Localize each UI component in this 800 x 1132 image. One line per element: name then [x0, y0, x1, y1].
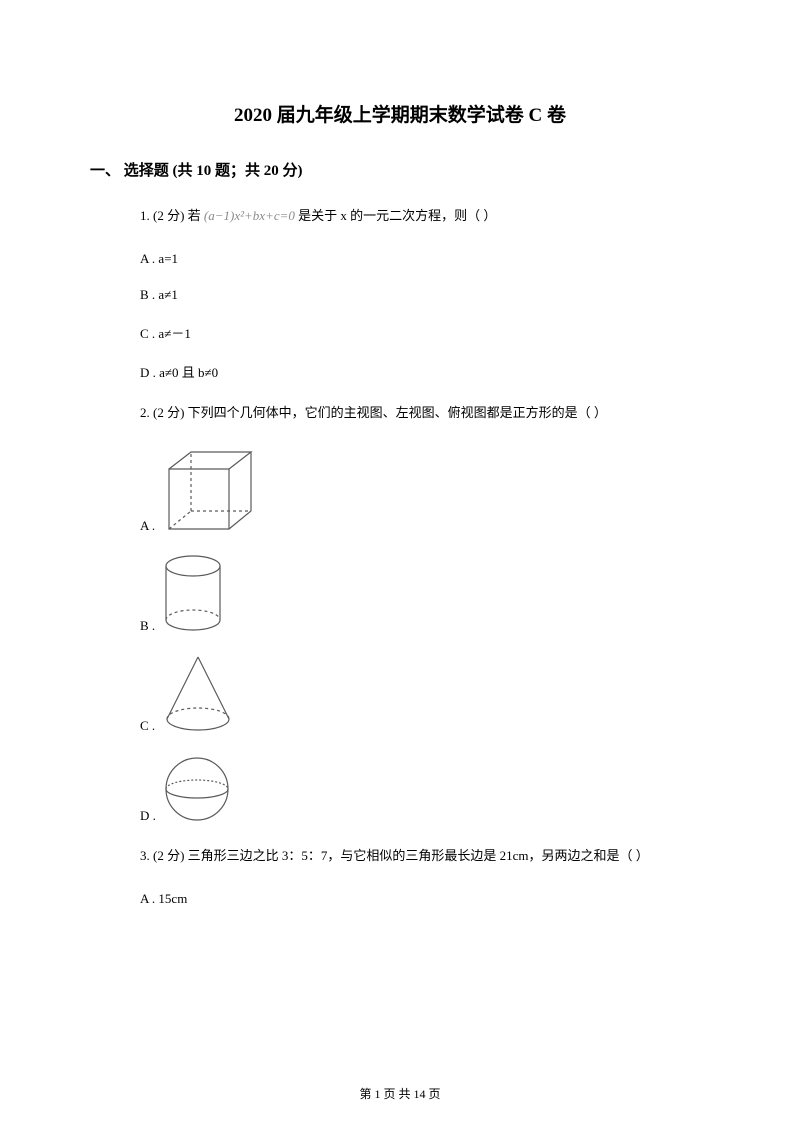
q2-optD-label: D . — [140, 808, 156, 824]
question-1: 1. (2 分) 若 (a−1)x²+bx+c=0 是关于 x 的一元二次方程，… — [140, 204, 720, 227]
q2-optB-label: B . — [140, 618, 155, 634]
q1-prefix: 1. (2 分) 若 — [140, 208, 201, 223]
q1-option-d: D . a≠0 且 b≠0 — [140, 362, 720, 381]
exam-title: 2020 届九年级上学期期末数学试卷 C 卷 — [80, 100, 720, 127]
section-header: 一、 选择题 (共 10 题；共 20 分) — [90, 159, 720, 180]
q1-option-a: A . a=1 — [140, 251, 720, 267]
cube-icon — [161, 449, 256, 534]
sphere-icon — [162, 754, 232, 824]
q1-option-b: B . a≠1 — [140, 287, 720, 303]
q1-suffix: 是关于 x 的一元二次方程，则（ ） — [298, 208, 496, 223]
cone-icon — [161, 654, 236, 734]
q1-option-c: C . a≠－1 — [140, 323, 720, 342]
page-footer: 第 1 页 共 14 页 — [0, 1085, 800, 1102]
q2-optA-label: A . — [140, 518, 155, 534]
q2-option-b: B . — [140, 554, 720, 634]
q1-formula: (a−1)x²+bx+c=0 — [204, 208, 295, 223]
q2-optC-label: C . — [140, 718, 155, 734]
cylinder-icon — [161, 554, 226, 634]
q2-option-d: D . — [140, 754, 720, 824]
q2-option-a: A . — [140, 449, 720, 534]
question-3: 3. (2 分) 三角形三边之比 3：5：7，与它相似的三角形最长边是 21cm… — [80, 844, 720, 867]
q2-option-c: C . — [140, 654, 720, 734]
question-2: 2. (2 分) 下列四个几何体中，它们的主视图、左视图、俯视图都是正方形的是（… — [140, 401, 720, 424]
q3-option-a: A . 15cm — [140, 891, 720, 907]
